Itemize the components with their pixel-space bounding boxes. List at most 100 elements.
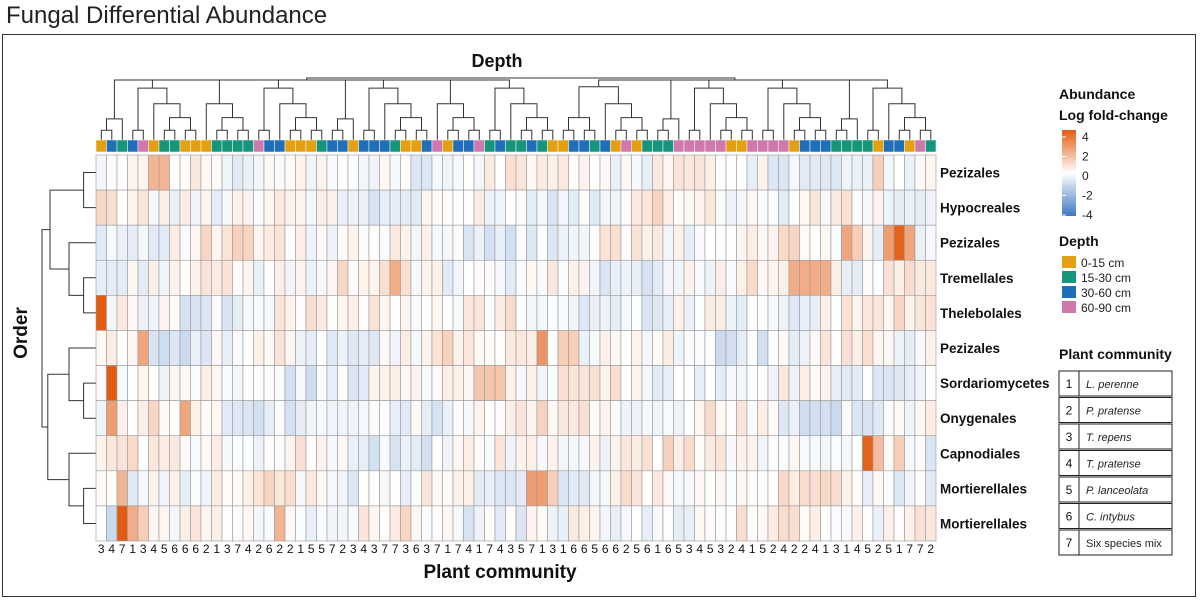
heatmap-cell: [778, 470, 790, 507]
depth-annotation-cell: [872, 139, 884, 153]
depth-annotation-cell: [179, 139, 191, 153]
heatmap-cell: [830, 505, 842, 542]
heatmap-cell: [442, 435, 454, 472]
colorbar-ticks: 4 2 0 -2 -4: [1062, 130, 1093, 222]
heatmap-cell: [221, 400, 233, 437]
heatmap-cell: [715, 330, 727, 366]
column-label: 6: [644, 542, 651, 556]
heatmap-cell: [379, 400, 391, 437]
heatmap-cell: [683, 365, 695, 401]
column-dendrogram-branch: [814, 129, 827, 140]
heatmap-cell: [851, 330, 863, 366]
column-label: 2: [255, 542, 262, 556]
heatmap-cell: [431, 295, 443, 331]
heatmap-cell: [263, 330, 275, 366]
heatmap-cell: [631, 189, 643, 226]
column-label: 3: [371, 542, 378, 556]
depth-annotation-cell: [694, 139, 706, 153]
heatmap-cell: [379, 259, 391, 296]
column-dendrogram-branch: [898, 129, 911, 140]
heatmap-cell: [274, 259, 286, 296]
heatmap-cell: [358, 435, 370, 472]
heatmap-cell: [505, 189, 517, 226]
heatmap-cell: [158, 470, 170, 507]
heatmap-cell: [274, 365, 286, 401]
heatmap-cell: [652, 435, 664, 472]
heatmap-cell: [694, 189, 706, 226]
heatmap-cell: [274, 189, 286, 226]
heatmap-cell: [704, 435, 716, 472]
row-label: Hypocreales: [940, 201, 1020, 216]
column-dendrogram-branch: [452, 117, 475, 131]
column-label: 4: [465, 542, 472, 556]
heatmap-cell: [200, 295, 212, 331]
heatmap-cell: [473, 365, 485, 401]
row-label: Pezizales: [940, 341, 1000, 356]
heatmap-cell: [190, 330, 202, 366]
heatmap-cell: [410, 400, 422, 437]
heatmap-cell: [704, 259, 716, 296]
depth-legend-swatch: [1062, 271, 1076, 283]
column-dendrogram-branch: [562, 129, 575, 140]
heatmap-cell: [568, 435, 580, 472]
heatmap-cell: [326, 259, 338, 296]
depth-annotation-cell: [295, 139, 307, 153]
depth-annotation-cell: [116, 139, 128, 153]
depth-annotation-cell: [578, 139, 590, 153]
heatmap-cell: [704, 470, 716, 507]
heatmap-cell: [578, 365, 590, 401]
heatmap-cell: [589, 330, 601, 366]
heatmap-cell: [148, 259, 160, 296]
heatmap-cell: [442, 189, 454, 226]
heatmap-cell: [505, 295, 517, 331]
heatmap-cell: [95, 365, 107, 401]
heatmap-cell: [578, 330, 590, 366]
column-label: 2: [801, 542, 808, 556]
column-label: 1: [560, 542, 567, 556]
heatmap-cell: [620, 295, 632, 331]
heatmap-cell: [316, 435, 328, 472]
heatmap-cell: [116, 330, 128, 366]
column-label: 5: [318, 542, 325, 556]
heatmap-cell: [578, 435, 590, 472]
heatmap-cell: [505, 330, 517, 366]
heatmap-cell: [148, 154, 160, 191]
row-labels: Pezizales Hypocreales Pezizales Tremellales…: [940, 166, 1050, 532]
heatmap-cell: [442, 295, 454, 331]
heatmap-cell: [347, 189, 359, 226]
heatmap-cell: [788, 505, 800, 542]
heatmap-cell: [106, 189, 118, 226]
heatmap-cell: [179, 470, 191, 507]
heatmap-cell: [127, 224, 139, 261]
heatmap-cell: [463, 400, 475, 437]
heatmap-cell: [379, 330, 391, 366]
heatmap-cell: [200, 224, 212, 261]
chart-title: Depth: [472, 51, 523, 71]
depth-annotation-cell: [820, 139, 832, 153]
heatmap-cell: [305, 295, 317, 331]
heatmap-cell: [242, 295, 254, 331]
heatmap-cell: [631, 224, 643, 261]
heatmap-cell: [925, 470, 937, 507]
heatmap-cell: [704, 505, 716, 542]
heatmap-cell: [904, 330, 916, 366]
heatmap-cell: [589, 154, 601, 191]
heatmap-cell: [347, 400, 359, 437]
heatmap-cell: [452, 189, 464, 226]
column-label: 3: [833, 542, 840, 556]
depth-annotation-cell: [620, 139, 632, 153]
column-label: 3: [350, 542, 357, 556]
column-label: 5: [518, 542, 525, 556]
heatmap-cell: [200, 505, 212, 542]
heatmap-cell: [599, 189, 611, 226]
column-label: 4: [245, 542, 252, 556]
heatmap-cell: [274, 435, 286, 472]
heatmap-cell: [893, 400, 905, 437]
depth-annotation-cell: [400, 139, 412, 153]
heatmap-cell: [211, 330, 223, 366]
heatmap-cell: [536, 259, 548, 296]
heatmap-cell: [620, 365, 632, 401]
column-dendrogram-branch: [205, 103, 233, 140]
heatmap-cell: [704, 189, 716, 226]
heatmap-cell: [778, 189, 790, 226]
